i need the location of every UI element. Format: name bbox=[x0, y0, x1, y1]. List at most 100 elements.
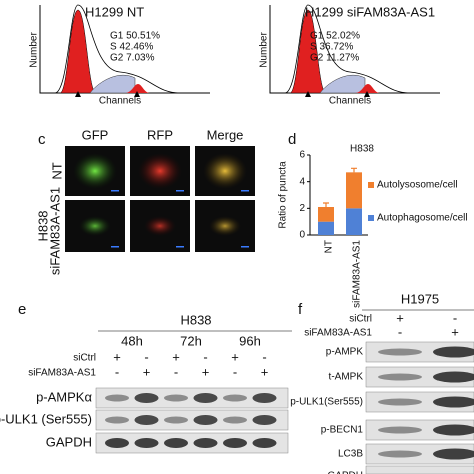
scale-bar bbox=[241, 190, 249, 192]
band bbox=[164, 416, 188, 424]
legend-swatch bbox=[368, 182, 374, 188]
cell-line: H838 bbox=[180, 312, 211, 327]
x-tick-label: NT bbox=[324, 240, 335, 253]
band bbox=[378, 348, 422, 356]
bar-segment bbox=[318, 221, 334, 235]
bar-segment bbox=[346, 208, 362, 235]
blot-strip bbox=[95, 409, 289, 431]
sign: + bbox=[113, 349, 121, 364]
sign: + bbox=[202, 364, 210, 379]
cell-signal bbox=[79, 216, 111, 236]
legend-label: Autolysosome/cell bbox=[377, 180, 458, 191]
sign: + bbox=[451, 324, 459, 339]
cell-signal bbox=[138, 153, 182, 189]
sign: + bbox=[261, 364, 269, 379]
column-header: GFP bbox=[82, 127, 109, 142]
band bbox=[193, 393, 218, 403]
band bbox=[252, 438, 277, 448]
band bbox=[134, 438, 159, 448]
g1-peak bbox=[289, 9, 327, 94]
band bbox=[433, 396, 474, 408]
sign: - bbox=[233, 364, 237, 379]
sign: - bbox=[262, 349, 266, 364]
sign: + bbox=[143, 364, 151, 379]
error-bar bbox=[323, 202, 329, 207]
band bbox=[433, 424, 474, 436]
band bbox=[164, 438, 188, 448]
cell-line: H1975 bbox=[401, 291, 439, 306]
y-tick-label: 0 bbox=[299, 230, 305, 241]
bar-segment bbox=[318, 207, 334, 222]
band bbox=[105, 416, 129, 424]
g2-peak bbox=[125, 84, 150, 93]
flow-xlabel: Channels bbox=[99, 96, 141, 107]
panel-letter: d bbox=[288, 131, 296, 148]
band bbox=[433, 448, 474, 460]
band bbox=[378, 426, 422, 434]
legend-label: Autophagosome/cell bbox=[377, 213, 468, 224]
error-bar bbox=[351, 167, 357, 173]
blot-label: p-ULK1(Ser555) bbox=[290, 397, 363, 408]
band bbox=[193, 415, 218, 425]
band bbox=[105, 394, 129, 402]
band bbox=[378, 373, 422, 381]
flow-title: H1299 siFAM83A-AS1 bbox=[305, 4, 435, 19]
blot-strip bbox=[95, 387, 289, 409]
blot-label: p-ULK1 (Ser555) bbox=[0, 411, 92, 426]
panel-letter: e bbox=[18, 301, 26, 318]
column-header: Merge bbox=[207, 127, 244, 142]
band bbox=[164, 394, 188, 402]
marker bbox=[305, 91, 311, 97]
y-tick-label: 4 bbox=[299, 176, 305, 187]
sign: - bbox=[174, 364, 178, 379]
chart-title: H838 bbox=[350, 144, 374, 155]
row-label: siFAM83A-AS1 bbox=[47, 187, 62, 275]
band bbox=[433, 371, 474, 383]
s-phase bbox=[89, 74, 136, 94]
g2-peak bbox=[355, 84, 380, 93]
sign: - bbox=[115, 364, 119, 379]
flow-ylabel: Number bbox=[259, 32, 270, 68]
blot-label: GAPDH bbox=[46, 434, 92, 449]
band bbox=[105, 438, 129, 448]
blot-label: t-AMPK bbox=[329, 372, 364, 383]
condition-label: siCtrl bbox=[73, 353, 96, 364]
flow-ylabel: Number bbox=[29, 32, 40, 68]
cell-line: H838 bbox=[35, 210, 50, 241]
panel-letter: f bbox=[298, 301, 303, 318]
fit-curve bbox=[54, 4, 181, 94]
sign: + bbox=[396, 310, 404, 325]
cell-signal bbox=[73, 153, 117, 189]
flow-stat: G1 50.51% bbox=[110, 31, 160, 42]
flow-axes bbox=[269, 5, 440, 94]
flow-stat: S 36.72% bbox=[310, 42, 353, 53]
fit-curve bbox=[284, 4, 411, 94]
condition-label: siFAM83A-AS1 bbox=[28, 368, 96, 379]
time-label: 72h bbox=[180, 333, 202, 348]
bar-segment bbox=[346, 172, 362, 209]
marker bbox=[134, 91, 140, 97]
y-tick-label: 2 bbox=[299, 203, 305, 214]
band bbox=[134, 415, 159, 425]
band bbox=[193, 438, 218, 448]
sign: - bbox=[203, 349, 207, 364]
scale-bar bbox=[111, 246, 119, 248]
band bbox=[252, 393, 277, 403]
row-label: NT bbox=[49, 162, 64, 179]
cell-signal bbox=[203, 153, 247, 189]
cell-signal bbox=[144, 216, 176, 236]
scale-bar bbox=[241, 246, 249, 248]
band bbox=[223, 438, 247, 448]
blot-strip bbox=[95, 432, 289, 454]
condition-label: siCtrl bbox=[349, 314, 372, 325]
cell-signal bbox=[209, 216, 241, 236]
band bbox=[378, 398, 422, 406]
marker bbox=[75, 91, 81, 97]
y-axis-label: Ratio of puncta bbox=[278, 161, 289, 229]
band bbox=[378, 450, 422, 458]
scale-bar bbox=[176, 246, 184, 248]
marker bbox=[364, 91, 370, 97]
x-tick-label: siFAM83A-AS1 bbox=[352, 240, 363, 308]
sign: - bbox=[398, 324, 402, 339]
